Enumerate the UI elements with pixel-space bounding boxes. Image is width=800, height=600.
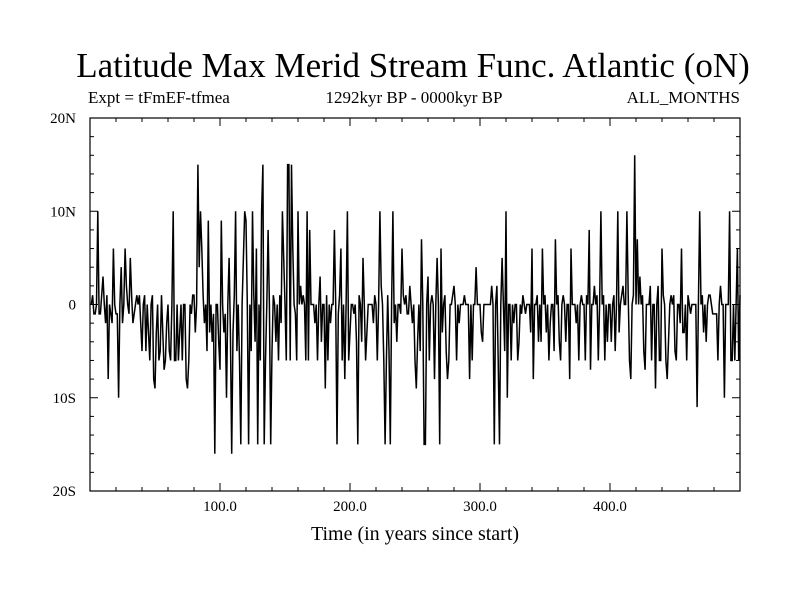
y-tick-label: 20S xyxy=(53,484,76,500)
axis-layer: 20N 10N 0 10S 20S 100.0 200.0 300.0 400.0 xyxy=(50,111,740,515)
time-range-label: 1292kyr BP - 0000kyr BP xyxy=(325,88,503,107)
experiment-label: Expt = tFmEF-tfmea xyxy=(88,88,230,107)
series-layer xyxy=(90,155,741,454)
y-tick-label: 10S xyxy=(53,391,76,407)
y-tick-label: 10N xyxy=(50,204,76,220)
y-tick-label: 20N xyxy=(50,111,76,127)
x-tick-label: 100.0 xyxy=(203,499,237,515)
chart-title: Latitude Max Merid Stream Func. Atlantic… xyxy=(76,46,750,85)
x-axis-label: Time (in years since start) xyxy=(310,523,520,545)
months-label: ALL_MONTHS xyxy=(626,88,740,107)
y-tick-label: 0 xyxy=(69,298,77,314)
x-tick-label: 400.0 xyxy=(593,499,627,515)
plot-frame xyxy=(89,117,741,492)
x-tick-label: 200.0 xyxy=(333,499,367,515)
series-line xyxy=(90,155,741,454)
x-tick-label: 300.0 xyxy=(463,499,497,515)
